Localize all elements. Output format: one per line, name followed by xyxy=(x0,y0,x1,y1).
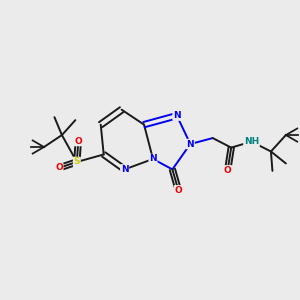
Text: O: O xyxy=(175,186,182,195)
Text: S: S xyxy=(74,158,80,166)
Text: NH: NH xyxy=(244,137,259,146)
Text: N: N xyxy=(173,111,181,120)
Text: O: O xyxy=(74,136,82,146)
Text: O: O xyxy=(55,164,63,172)
Text: N: N xyxy=(121,165,128,174)
Text: N: N xyxy=(187,140,194,148)
Text: N: N xyxy=(149,154,157,164)
Text: O: O xyxy=(224,166,232,175)
